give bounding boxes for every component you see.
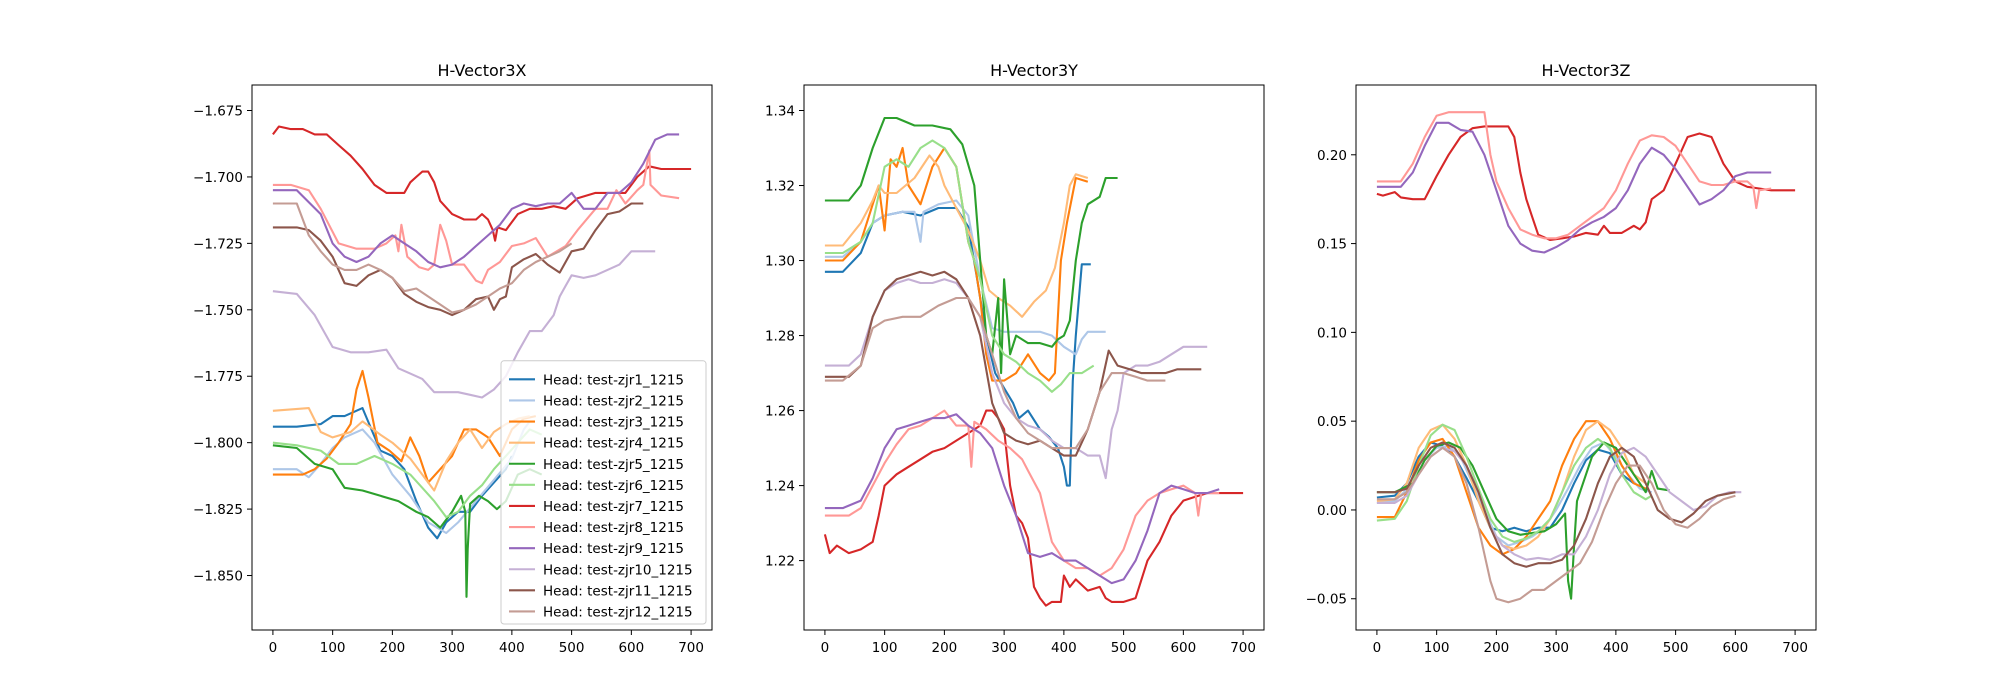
series-line-x-2 xyxy=(272,420,531,535)
series-line-z-8 xyxy=(1376,111,1772,240)
series-line-x-7 xyxy=(272,125,692,242)
y-tick-label: 1.26 xyxy=(765,404,795,420)
y-tick-label: −1.750 xyxy=(193,303,243,319)
legend-entry: Head: test-zjr2_1215 xyxy=(543,393,684,409)
y-tick-label: −0.05 xyxy=(1306,592,1347,608)
series-line-z-12 xyxy=(1376,446,1736,604)
legend-entry: Head: test-zjr9_1215 xyxy=(543,541,684,557)
legend-entry: Head: test-zjr12_1215 xyxy=(543,604,693,620)
legend-entry: Head: test-zjr3_1215 xyxy=(543,415,684,431)
y-tick-label: 0.05 xyxy=(1317,414,1347,430)
y-tick-label: 0.20 xyxy=(1317,148,1347,164)
legend-entry: Head: test-zjr8_1215 xyxy=(543,520,684,536)
legend-entry: Head: test-zjr6_1215 xyxy=(543,478,684,494)
x-tick-label: 0 xyxy=(269,640,278,656)
series-line-x-4 xyxy=(272,407,531,492)
chart-title: H-Vector3Z xyxy=(1542,61,1631,80)
axes-frame xyxy=(251,84,713,631)
series-line-y-7 xyxy=(823,409,1244,607)
series-line-z-9 xyxy=(1376,121,1772,254)
y-tick-label: −1.825 xyxy=(193,502,243,518)
x-tick-label: 500 xyxy=(1663,640,1689,656)
y-tick-label: −1.725 xyxy=(193,236,243,252)
series-line-z-5 xyxy=(1376,441,1670,600)
y-tick-label: 1.30 xyxy=(765,254,795,270)
x-tick-label: 500 xyxy=(1111,640,1137,656)
x-tick-label: 200 xyxy=(1483,640,1509,656)
series-line-z-7 xyxy=(1376,125,1796,242)
series-line-y-12 xyxy=(824,296,1166,450)
x-tick-label: 300 xyxy=(439,640,465,656)
legend-entry: Head: test-zjr11_1215 xyxy=(543,583,693,599)
series-group xyxy=(823,116,1244,607)
legend-entry: Head: test-zjr1_1215 xyxy=(543,372,684,388)
x-tick-label: 600 xyxy=(618,640,644,656)
y-tick-label: 0.00 xyxy=(1317,503,1347,519)
subplot-x: 0 100 200 300 400 500 600 700 −1.850 −1.825 −1.800… xyxy=(193,61,713,656)
series-line-y-6 xyxy=(824,139,1095,393)
x-tick-label: 0 xyxy=(821,640,830,656)
y-tick-label: 1.24 xyxy=(765,479,795,495)
legend-entry: Head: test-zjr7_1215 xyxy=(543,499,684,515)
series-line-x-12 xyxy=(272,202,573,314)
x-tick-label: 400 xyxy=(1051,640,1077,656)
x-tick-label: 100 xyxy=(1424,640,1450,656)
x-tick-label: 200 xyxy=(379,640,405,656)
x-tick-label: 700 xyxy=(1230,640,1256,656)
x-tick-label: 100 xyxy=(872,640,898,656)
axes-frame xyxy=(1355,84,1817,631)
y-tick-label: 0.10 xyxy=(1317,325,1347,341)
chart-title: H-Vector3X xyxy=(438,61,527,80)
subplot-y: 0 100 200 300 400 500 600 700 1.22 1.24 1.26 1.28 1.… xyxy=(765,61,1265,656)
subplot-z: 0 100 200 300 400 500 600 700 −0.05 0.00 0.05 0.10 0… xyxy=(1306,61,1817,656)
series-line-x-8 xyxy=(272,149,680,285)
x-tick-label: 300 xyxy=(991,640,1017,656)
series-group xyxy=(272,125,692,598)
series-line-x-3 xyxy=(272,369,537,484)
legend-entry: Head: test-zjr5_1215 xyxy=(543,457,684,473)
legend: Head: test-zjr1_1215 Head: test-zjr2_1215… xyxy=(500,360,707,625)
series-line-y-4 xyxy=(824,154,1089,318)
y-tick-label: −1.775 xyxy=(193,369,243,385)
x-tick-label: 400 xyxy=(1603,640,1629,656)
series-line-x-9 xyxy=(272,133,680,269)
y-tick-label: −1.700 xyxy=(193,170,243,186)
x-tick-label: 100 xyxy=(320,640,346,656)
series-line-y-5 xyxy=(824,116,1118,375)
series-line-x-1 xyxy=(272,407,513,540)
y-tick-label: 1.32 xyxy=(765,179,795,195)
series-line-z-4 xyxy=(1376,420,1647,551)
series-line-x-5 xyxy=(272,444,543,598)
x-tick-label: 600 xyxy=(1722,640,1748,656)
y-tick-label: −1.850 xyxy=(193,569,243,585)
x-tick-label: 700 xyxy=(678,640,704,656)
y-tick-label: 1.34 xyxy=(765,104,795,120)
x-tick-label: 500 xyxy=(559,640,585,656)
y-tick-label: −1.800 xyxy=(193,436,243,452)
y-tick-label: −1.675 xyxy=(193,104,243,120)
x-tick-label: 200 xyxy=(931,640,957,656)
series-line-y-11 xyxy=(824,270,1202,457)
x-tick-label: 700 xyxy=(1782,640,1808,656)
x-tick-label: 300 xyxy=(1543,640,1569,656)
y-tick-label: 1.28 xyxy=(765,329,795,345)
axes-frame xyxy=(803,84,1265,631)
series-group xyxy=(1376,111,1796,604)
series-line-x-10 xyxy=(272,250,656,399)
legend-entry: Head: test-zjr10_1215 xyxy=(543,562,693,578)
x-tick-label: 600 xyxy=(1170,640,1196,656)
legend-box xyxy=(500,360,707,625)
series-line-y-9 xyxy=(824,413,1220,585)
series-line-z-6 xyxy=(1376,423,1653,543)
chart-title: H-Vector3Y xyxy=(990,61,1078,80)
y-tick-label: 0.15 xyxy=(1317,237,1347,253)
series-line-y-10 xyxy=(824,278,1208,480)
y-tick-label: 1.22 xyxy=(765,554,795,570)
legend-entry: Head: test-zjr4_1215 xyxy=(543,436,684,452)
series-line-x-11 xyxy=(272,202,644,317)
x-tick-label: 400 xyxy=(499,640,525,656)
x-tick-label: 0 xyxy=(1373,640,1382,656)
